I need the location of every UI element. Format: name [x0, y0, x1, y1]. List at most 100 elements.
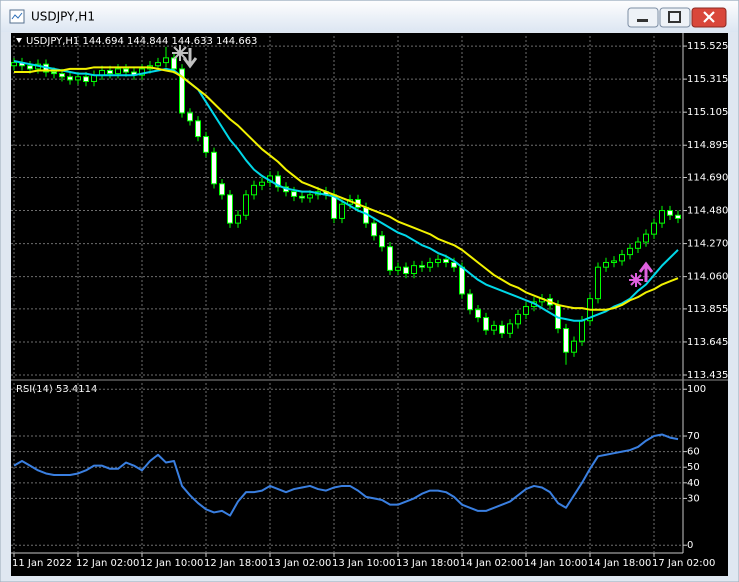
candle-body [227, 194, 233, 224]
y-tick-label: 115.525 [687, 41, 728, 52]
candle-body [115, 68, 121, 75]
chart-area [11, 33, 728, 576]
sell-signal [172, 45, 198, 69]
candle-body [627, 247, 633, 256]
y-tick-label: 114.060 [687, 272, 728, 283]
y-tick-label: 115.105 [687, 107, 728, 118]
candle-body [403, 266, 409, 274]
candle-body [11, 62, 17, 67]
candle-body [123, 68, 129, 73]
candle-body [667, 210, 673, 216]
indicator-line [13, 60, 679, 322]
candle-body [395, 266, 401, 271]
minimize-button[interactable] [627, 7, 659, 28]
window-title: USDJPY,H1 [31, 10, 95, 24]
candle-body [499, 324, 505, 334]
candle-body [139, 68, 145, 76]
candle-body [427, 261, 433, 268]
y-tick-label: 60 [687, 447, 700, 458]
indicator-line [13, 433, 679, 517]
candle-body [83, 76, 89, 82]
candle-body [387, 246, 393, 271]
candle-body [563, 328, 569, 353]
candle-body [307, 194, 313, 199]
candle-body [51, 71, 57, 75]
candle-body [27, 65, 33, 70]
window-icon [9, 9, 25, 24]
candle-body [611, 260, 617, 263]
buy-signal [629, 261, 654, 287]
candle-body [491, 324, 497, 331]
y-tick-label: 114.895 [687, 140, 728, 151]
candle-body [155, 62, 161, 67]
candle-body [435, 258, 441, 263]
candle-body [59, 73, 65, 78]
candle-body [595, 266, 601, 300]
candle-body [443, 258, 449, 263]
candle-body [659, 210, 665, 224]
maximize-button[interactable] [659, 7, 691, 28]
candle-body [483, 317, 489, 331]
y-tick-label: 114.690 [687, 172, 728, 183]
y-tick-label: 114.480 [687, 206, 728, 217]
x-tick-label: 14 Jan 10:00 [524, 558, 587, 569]
candle-body [299, 195, 305, 199]
candle-body [643, 233, 649, 243]
candle-body [251, 184, 257, 196]
y-tick-label: 115.315 [687, 74, 728, 85]
candle-body [179, 68, 185, 114]
indicator-line [14, 66, 679, 311]
close-button[interactable] [691, 7, 727, 28]
candle-body [603, 261, 609, 268]
candle-body [619, 254, 625, 262]
candle-body [523, 306, 529, 315]
y-tick-label: 70 [687, 431, 700, 442]
title-bar [1, 1, 738, 32]
x-tick-label: 17 Jan 02:00 [652, 558, 715, 569]
y-tick-label: 113.855 [687, 304, 728, 315]
x-tick-label: 13 Jan 18:00 [396, 558, 459, 569]
plot: 11 Jan 2022 12 Jan 02:00 12 Jan 10:00 12 Ja… [11, 36, 728, 569]
y-tick-label: 30 [687, 493, 700, 504]
candle-body [203, 136, 209, 153]
candle-body [275, 175, 281, 188]
candle-body [675, 214, 681, 219]
candle-body [243, 194, 249, 216]
x-tick-label: 13 Jan 02:00 [268, 558, 331, 569]
candle-body [75, 76, 81, 81]
y-tick-label: 114.270 [687, 239, 728, 250]
candle-body [107, 69, 113, 75]
candle-body [171, 57, 177, 70]
y-tick-label: 50 [687, 462, 700, 473]
x-tick-label: 13 Jan 10:00 [332, 558, 395, 569]
y-tick-label: 113.435 [687, 370, 728, 381]
candle-body [235, 214, 241, 224]
y-tick-label: 0 [687, 540, 693, 551]
candle-body [195, 120, 201, 138]
x-tick-label: 12 Jan 10:00 [140, 558, 203, 569]
candle-body [339, 203, 345, 219]
candle-body [219, 183, 225, 196]
x-tick-label: 14 Jan 18:00 [588, 558, 651, 569]
x-tick-label: 12 Jan 18:00 [204, 558, 267, 569]
candle-body [291, 191, 297, 197]
candle-body [411, 265, 417, 274]
candle-body [211, 151, 217, 185]
x-tick-label: 12 Jan 02:00 [76, 558, 139, 569]
candle-body [187, 112, 193, 122]
x-tick-label: 11 Jan 2022 [12, 558, 72, 569]
y-tick-label: 40 [687, 478, 700, 489]
candle-body [419, 265, 425, 268]
candle-body [379, 235, 385, 248]
candle-body [507, 323, 513, 334]
candle-body [571, 340, 577, 353]
x-tick-label: 14 Jan 02:00 [460, 558, 523, 569]
candle-body [651, 222, 657, 235]
candle-body [163, 57, 169, 64]
candle-body [451, 261, 457, 268]
candle-body [475, 309, 481, 319]
candle-body [467, 293, 473, 311]
candle-body [67, 76, 73, 81]
